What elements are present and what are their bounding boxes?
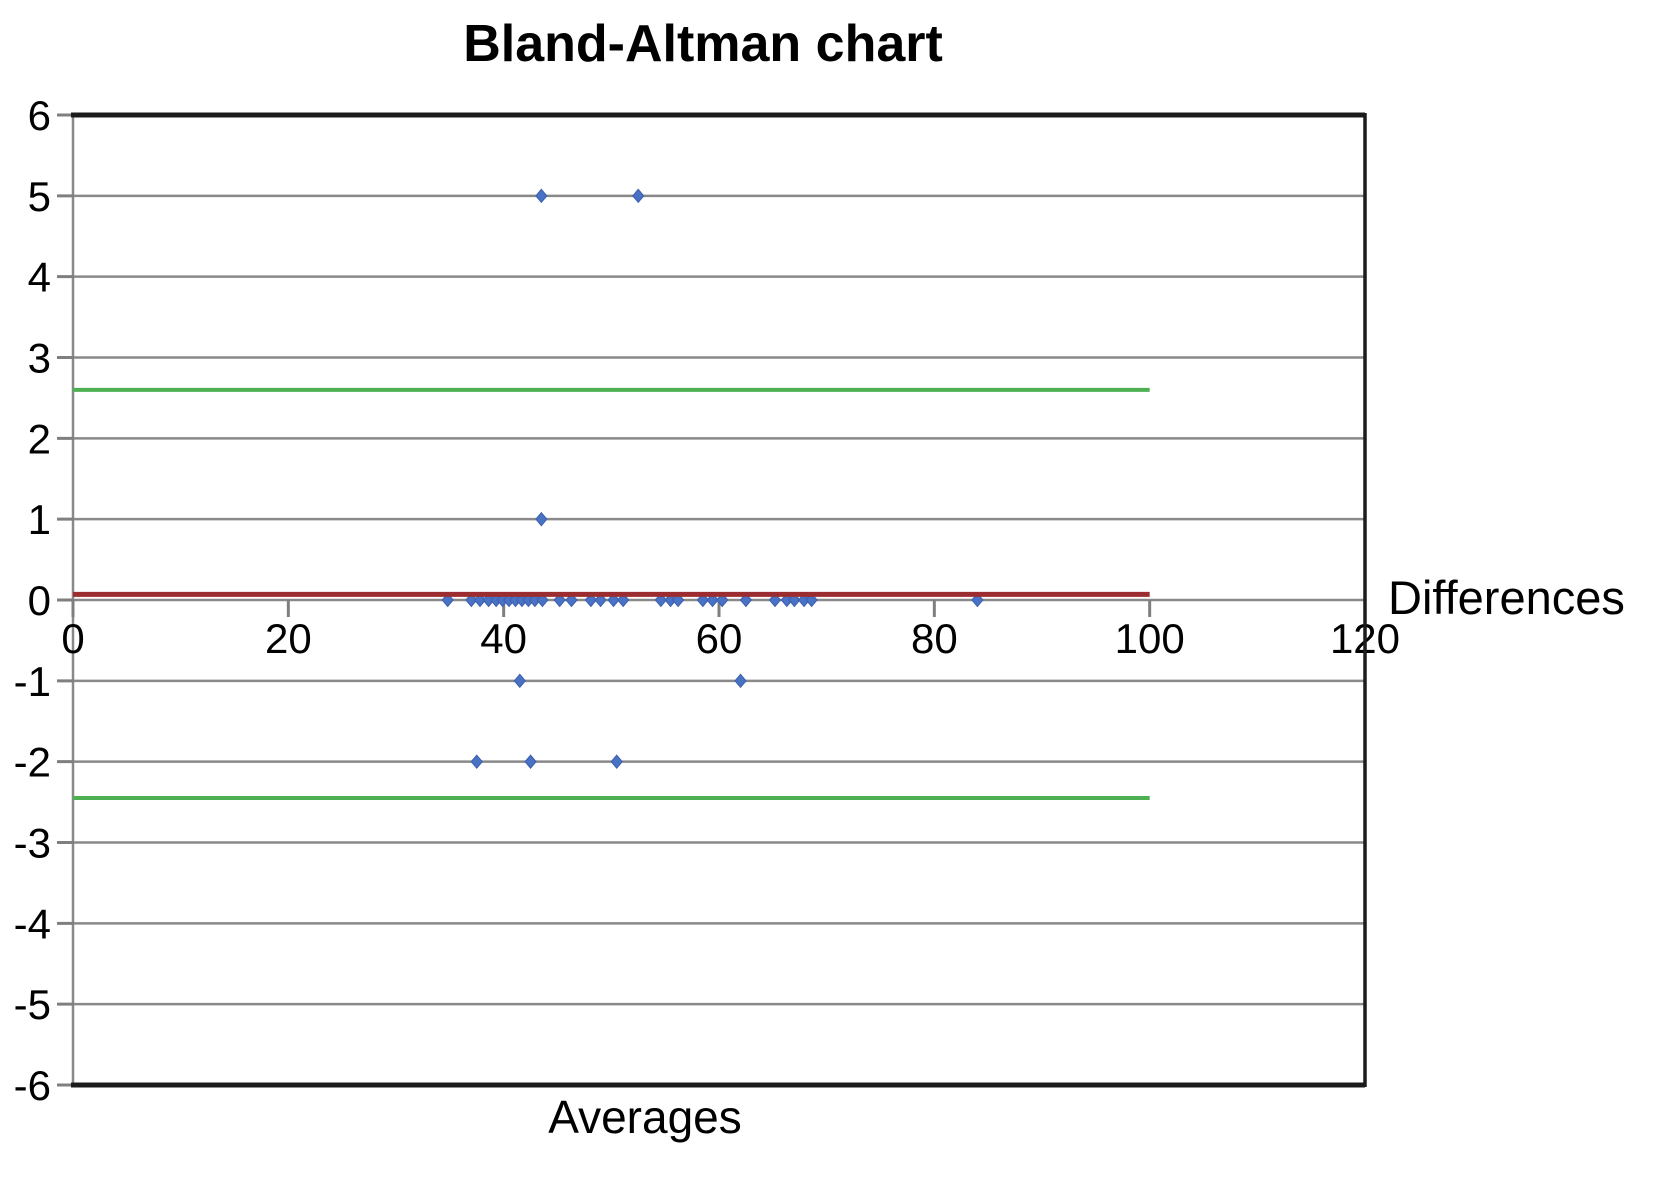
y-axis-label-differences: Differences <box>1388 571 1625 624</box>
data-point <box>734 673 747 689</box>
y-tick-label: -5 <box>14 981 51 1028</box>
data-point <box>524 754 537 769</box>
y-tick-label: 3 <box>28 335 51 382</box>
data-point <box>513 673 526 689</box>
x-tick-label: 100 <box>1115 615 1185 662</box>
y-tick-label: 4 <box>28 254 51 301</box>
x-tick-label: 40 <box>480 615 527 662</box>
x-tick-label: 80 <box>911 615 958 662</box>
data-point <box>632 188 645 204</box>
y-tick-label: -2 <box>14 739 51 786</box>
y-tick-label: 6 <box>28 92 51 139</box>
data-point <box>470 754 483 769</box>
y-tick-label: 5 <box>28 173 51 220</box>
data-point <box>610 754 623 769</box>
chart-title: Bland-Altman chart <box>463 15 943 73</box>
y-tick-label: -1 <box>14 658 51 705</box>
data-point <box>535 188 548 204</box>
x-tick-label: 0 <box>61 615 84 662</box>
y-tick-label: 2 <box>28 415 51 462</box>
x-tick-label: 20 <box>265 615 312 662</box>
x-axis-label-averages: Averages <box>548 1091 742 1143</box>
y-tick-label: -6 <box>14 1062 51 1109</box>
x-tick-label: 60 <box>696 615 743 662</box>
data-point <box>535 511 548 527</box>
y-tick-label: -4 <box>14 900 51 947</box>
y-tick-label: 1 <box>28 496 51 543</box>
y-tick-label: 0 <box>28 577 51 624</box>
y-tick-label: -3 <box>14 820 51 867</box>
